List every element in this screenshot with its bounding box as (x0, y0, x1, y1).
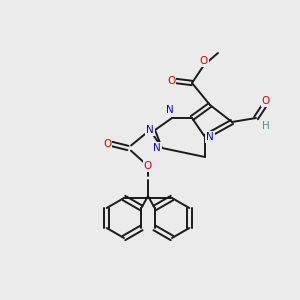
Text: O: O (167, 76, 175, 86)
Text: N: N (146, 125, 154, 135)
Text: O: O (262, 96, 270, 106)
Text: O: O (262, 96, 270, 106)
Text: N: N (166, 105, 174, 115)
Text: N: N (153, 143, 161, 153)
Text: O: O (200, 56, 208, 66)
Text: O: O (200, 56, 208, 66)
Text: O: O (144, 161, 152, 171)
Text: O: O (144, 161, 152, 171)
Text: O: O (103, 139, 111, 149)
Text: N: N (206, 132, 214, 142)
Text: H: H (262, 121, 270, 131)
Text: N: N (153, 143, 161, 153)
Text: N: N (206, 132, 214, 142)
Text: N: N (146, 125, 154, 135)
Text: H: H (262, 121, 270, 131)
Text: O: O (167, 76, 175, 86)
Text: O: O (103, 139, 111, 149)
